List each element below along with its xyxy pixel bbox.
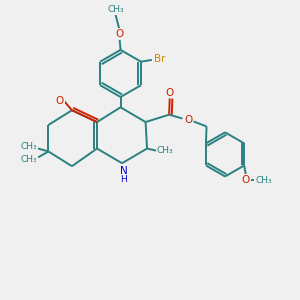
Text: CH₃: CH₃ [255, 176, 272, 185]
Text: CH₃: CH₃ [21, 142, 38, 151]
Text: H: H [120, 175, 127, 184]
Text: N: N [120, 167, 128, 176]
Text: CH₃: CH₃ [107, 5, 124, 14]
Text: Br: Br [154, 54, 166, 64]
Text: O: O [56, 96, 64, 106]
Text: O: O [184, 115, 192, 125]
Text: CH₃: CH₃ [157, 146, 174, 155]
Text: O: O [242, 175, 250, 185]
Text: O: O [166, 88, 174, 98]
Text: CH₃: CH₃ [21, 155, 38, 164]
Text: O: O [115, 29, 123, 39]
